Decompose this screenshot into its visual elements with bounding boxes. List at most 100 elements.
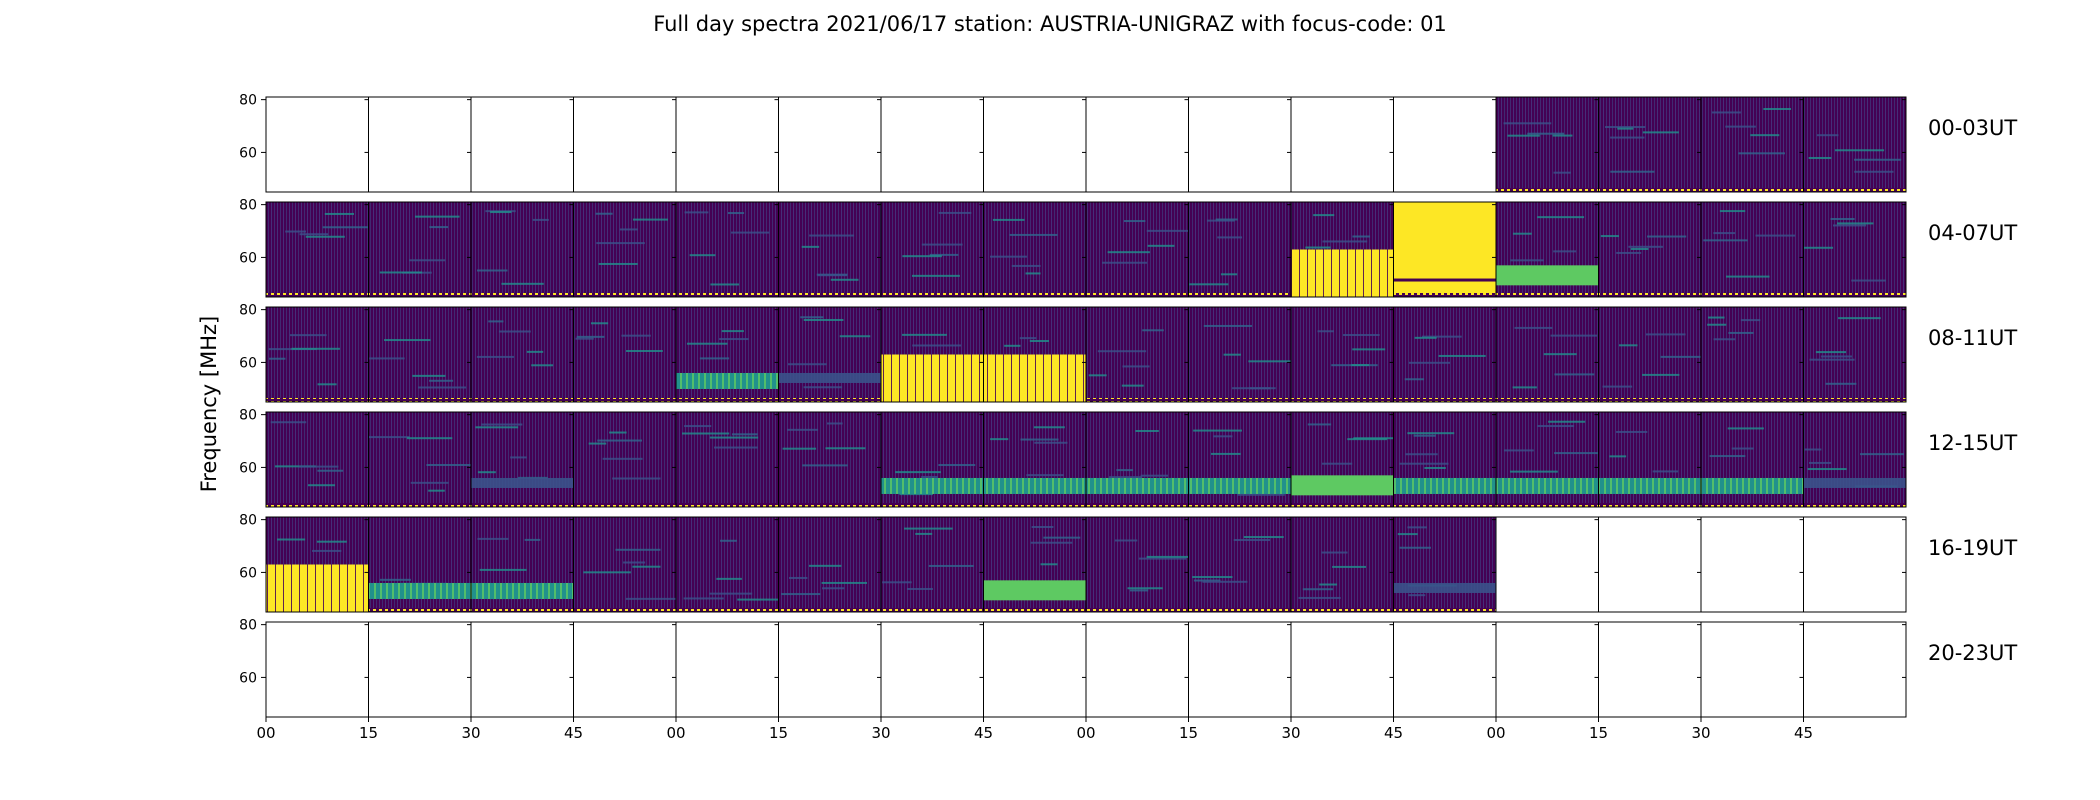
signal-streak bbox=[477, 537, 509, 540]
spectrum-panel bbox=[983, 516, 1087, 613]
signal-streak bbox=[576, 335, 605, 338]
signal-streak bbox=[1043, 536, 1081, 539]
signal-streak bbox=[1738, 152, 1785, 155]
spectrum-panel bbox=[778, 621, 882, 718]
signal-streak bbox=[1127, 587, 1163, 590]
spectrum-panel bbox=[1598, 411, 1705, 508]
spectrum-background bbox=[1598, 202, 1701, 297]
signal-streak bbox=[1809, 358, 1855, 361]
signal-streak bbox=[369, 357, 405, 360]
spectra-row: 60 80 16-19UT bbox=[239, 513, 2017, 613]
signal-streak bbox=[1192, 576, 1233, 579]
calibration-marks bbox=[1701, 398, 1804, 402]
signal-streak bbox=[1837, 222, 1874, 225]
spectrum-panel bbox=[1803, 621, 1907, 718]
calibration-marks bbox=[1188, 503, 1291, 507]
signal-streak bbox=[1138, 557, 1187, 560]
signal-streak bbox=[1233, 539, 1271, 542]
signal-streak bbox=[822, 587, 845, 590]
panel-frame bbox=[1803, 96, 1907, 193]
spectrum-panel bbox=[1495, 96, 1599, 193]
signal-streak bbox=[803, 386, 843, 389]
signal-streak bbox=[1537, 425, 1575, 428]
signal-streak bbox=[1026, 474, 1064, 477]
signal-streak bbox=[1033, 426, 1065, 429]
signal-streak bbox=[1815, 351, 1847, 354]
signal-streak bbox=[429, 379, 454, 382]
signal-streak bbox=[1193, 429, 1242, 432]
panel-frame bbox=[1188, 621, 1292, 718]
panel-frame bbox=[1803, 201, 1907, 298]
panel-frame bbox=[1803, 621, 1907, 718]
y-tick-label: 60 bbox=[239, 565, 257, 581]
signal-streak bbox=[1029, 340, 1049, 343]
spectrum-panel bbox=[1085, 306, 1189, 403]
spectrum-panel bbox=[1598, 516, 1702, 613]
panel-frame bbox=[1598, 621, 1702, 718]
spectrum-panel bbox=[1803, 411, 1907, 508]
spectrum-panel bbox=[573, 306, 677, 403]
signal-streak bbox=[1647, 235, 1687, 238]
signal-streak bbox=[322, 226, 372, 229]
signal-streak bbox=[1034, 441, 1068, 444]
signal-streak bbox=[1616, 251, 1642, 254]
signal-streak bbox=[619, 228, 638, 231]
signal-streak bbox=[1088, 374, 1107, 377]
signal-streak bbox=[1860, 453, 1905, 456]
signal-streak bbox=[1619, 344, 1638, 347]
emission-band bbox=[881, 477, 984, 494]
signal-streak bbox=[1313, 214, 1335, 217]
signal-streak bbox=[689, 254, 716, 257]
signal-streak bbox=[1135, 429, 1159, 432]
spectrum-panel bbox=[675, 411, 779, 508]
spectrum-background bbox=[368, 202, 471, 297]
spectrum-panel bbox=[675, 621, 779, 718]
signal-streak bbox=[904, 527, 953, 530]
signal-streak bbox=[1343, 334, 1380, 337]
signal-streak bbox=[1321, 462, 1353, 465]
signal-streak bbox=[1353, 437, 1394, 440]
signal-streak bbox=[1116, 469, 1134, 472]
signal-streak bbox=[731, 433, 758, 436]
signal-streak bbox=[1404, 378, 1425, 381]
spectrum-panel bbox=[1598, 621, 1702, 718]
y-tick-label: 80 bbox=[239, 408, 257, 424]
spectrum-background bbox=[573, 517, 676, 612]
calibration-marks bbox=[1496, 398, 1599, 402]
signal-streak bbox=[1243, 536, 1284, 539]
signal-streak bbox=[713, 446, 758, 449]
spectrum-background bbox=[471, 202, 574, 297]
spectra-row: 60 80 20-23UT bbox=[239, 618, 2017, 718]
signal-streak bbox=[476, 269, 508, 272]
row-label: 00-03UT bbox=[1928, 116, 2017, 140]
signal-streak bbox=[1206, 219, 1235, 222]
x-tick-label: 00 bbox=[666, 724, 685, 742]
panel-frame bbox=[675, 621, 779, 718]
signal-streak bbox=[1147, 244, 1175, 247]
signal-streak bbox=[1725, 125, 1756, 128]
signal-streak bbox=[1617, 127, 1634, 130]
signal-streak bbox=[298, 465, 339, 468]
signal-streak bbox=[1332, 565, 1366, 568]
calibration-marks bbox=[1598, 188, 1701, 192]
y-axis-label: Frequency [MHz] bbox=[197, 316, 221, 492]
signal-streak bbox=[789, 576, 808, 579]
signal-streak bbox=[1600, 235, 1620, 238]
spectrum-panel bbox=[1290, 201, 1394, 298]
signal-streak bbox=[902, 255, 942, 258]
signal-streak bbox=[899, 493, 933, 496]
x-tick-label: 00 bbox=[256, 724, 275, 742]
signal-streak bbox=[1503, 122, 1552, 125]
signal-streak bbox=[1215, 218, 1238, 221]
emission-band bbox=[1803, 477, 1906, 488]
x-tick-label: 15 bbox=[1179, 724, 1198, 742]
signal-streak bbox=[602, 457, 643, 460]
signal-streak bbox=[1107, 251, 1150, 254]
signal-streak bbox=[1129, 589, 1149, 592]
signal-streak bbox=[1352, 235, 1371, 238]
signal-streak bbox=[1146, 555, 1190, 558]
signal-streak bbox=[1140, 474, 1169, 477]
signal-streak bbox=[1713, 232, 1736, 235]
spectrum-panel bbox=[1393, 96, 1497, 193]
